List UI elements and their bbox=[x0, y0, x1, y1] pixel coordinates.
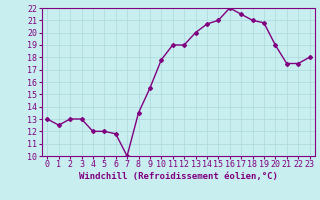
X-axis label: Windchill (Refroidissement éolien,°C): Windchill (Refroidissement éolien,°C) bbox=[79, 172, 278, 181]
